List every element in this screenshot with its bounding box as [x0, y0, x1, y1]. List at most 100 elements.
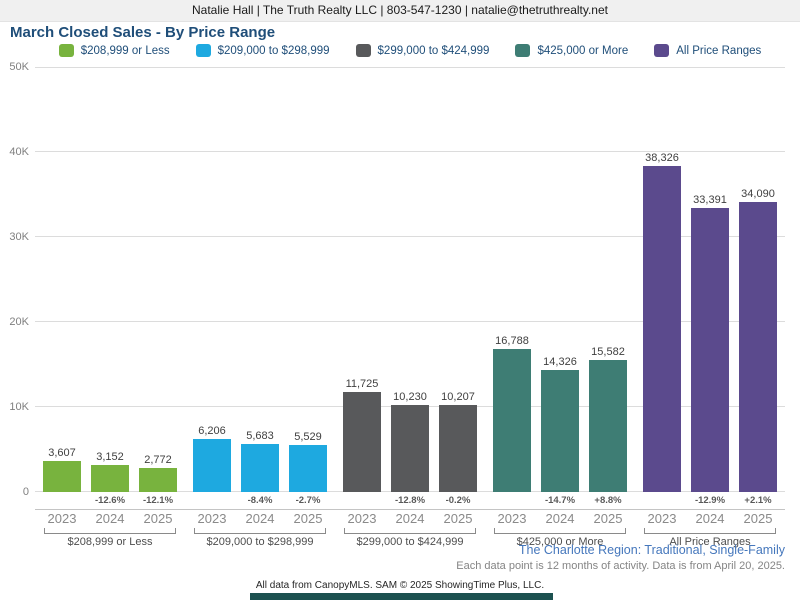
bar-value-label: 5,683 — [246, 430, 274, 442]
legend-swatch — [515, 44, 531, 57]
legend-swatch — [195, 44, 211, 57]
legend-label: $209,000 to $298,999 — [217, 44, 330, 57]
bar-group: 38,326 33,391 34,090 — [635, 67, 785, 492]
y-axis-tick-label: 40K — [9, 146, 29, 158]
pct-change-label: -0.2% — [445, 495, 471, 506]
bar — [691, 208, 729, 492]
gridline — [35, 151, 785, 152]
bar-value-label: 5,529 — [294, 431, 322, 443]
legend-swatch — [58, 44, 74, 57]
axis-group: 2023 -12.8% 2024 -0.2% 2025 $299,000 to $424,… — [335, 492, 485, 554]
year-label: 2023 — [47, 511, 77, 526]
bar — [643, 166, 681, 492]
y-axis-tick-label: 0 — [22, 486, 29, 498]
legend-item: $425,000 or More — [515, 44, 628, 57]
year-label: 2024 — [545, 511, 575, 526]
pct-change-label: +2.1% — [744, 495, 772, 506]
legend-label: $425,000 or More — [537, 44, 629, 57]
bar — [589, 360, 627, 492]
year-label: 2025 — [293, 511, 323, 526]
group-bracket — [44, 528, 176, 534]
bar-value-label: 10,230 — [393, 391, 427, 403]
legend-swatch — [355, 44, 371, 57]
bar-value-label: 11,725 — [345, 378, 379, 390]
pct-change-label: -8.4% — [247, 495, 273, 506]
bar-group: 16,788 14,326 15,582 — [485, 67, 635, 492]
bar-value-label: 3,152 — [96, 451, 124, 463]
chart-legend: $208,999 or Less $209,000 to $298,999 $299… — [35, 44, 785, 57]
legend-item: $299,000 to $424,999 — [355, 44, 490, 57]
bar — [43, 461, 81, 492]
bar — [391, 405, 429, 492]
contact-header: Natalie Hall | The Truth Realty LLC | 80… — [0, 0, 800, 22]
bar — [343, 392, 381, 492]
x-axis-labels-area: 2023 -12.6% 2024 -12.1% 2025 $208,999 or Less… — [35, 492, 785, 554]
y-axis-tick-label: 30K — [9, 231, 29, 243]
year-label: 2024 — [395, 511, 425, 526]
bar-group: 3,607 3,152 2,772 — [35, 67, 185, 492]
chart-plot-area: 3,607 3,152 2,772 6,206 5,683 5,529 11,725 10,2… — [35, 67, 785, 492]
region-footnote: The Charlotte Region: Traditional, Singl… — [518, 543, 785, 557]
bar-value-label: 6,206 — [198, 425, 226, 437]
bar-value-label: 16,788 — [495, 335, 529, 347]
legend-label: $299,000 to $424,999 — [377, 44, 490, 57]
year-label: 2024 — [245, 511, 275, 526]
bar-value-label: 15,582 — [591, 346, 625, 358]
bar — [541, 370, 579, 492]
legend-item: $209,000 to $298,999 — [195, 44, 330, 57]
year-label: 2023 — [197, 511, 227, 526]
year-label: 2025 — [143, 511, 173, 526]
price-range-label: $299,000 to $424,999 — [356, 536, 464, 548]
pct-change-label: -12.6% — [94, 495, 126, 506]
year-label: 2025 — [593, 511, 623, 526]
bar-value-label: 14,326 — [543, 356, 577, 368]
axis-group: 2023 -12.6% 2024 -12.1% 2025 $208,999 or Less — [35, 492, 185, 554]
gridline — [35, 67, 785, 68]
pct-change-label: -14.7% — [544, 495, 576, 506]
pct-change-label: -12.8% — [394, 495, 426, 506]
legend-item: All Price Ranges — [654, 44, 761, 57]
data-date-footnote: Each data point is 12 months of activity… — [456, 560, 785, 572]
bar-value-label: 33,391 — [693, 194, 727, 206]
year-label: 2023 — [347, 511, 377, 526]
year-label: 2025 — [443, 511, 473, 526]
bar-value-label: 3,607 — [48, 447, 76, 459]
year-label: 2024 — [695, 511, 725, 526]
y-axis: 0 10K 20K 30K 40K 50K — [0, 61, 29, 498]
bar-group: 11,725 10,230 10,207 — [335, 67, 485, 492]
pct-change-label: -12.9% — [694, 495, 726, 506]
copyright-footnote: All data from CanopyMLS. SAM © 2025 Show… — [255, 580, 545, 591]
bar — [739, 202, 777, 492]
legend-item: $208,999 or Less — [58, 44, 170, 57]
group-bracket — [194, 528, 326, 534]
price-range-label: All Price Ranges — [669, 536, 751, 548]
gridline — [35, 321, 785, 322]
axis-group: 2023 -8.4% 2024 -2.7% 2025 $209,000 to $298,9… — [185, 492, 335, 554]
bar-value-label: 34,090 — [741, 188, 775, 200]
bar-group: 6,206 5,683 5,529 — [185, 67, 335, 492]
pct-change-label: -12.1% — [142, 495, 174, 506]
legend-label: All Price Ranges — [676, 44, 762, 57]
year-label: 2023 — [647, 511, 677, 526]
brand-bar — [250, 593, 553, 600]
bar-value-label: 10,207 — [441, 391, 475, 403]
bar — [493, 349, 531, 492]
x-axis-separator — [35, 509, 785, 510]
bar — [139, 468, 177, 492]
pct-change-label: +8.8% — [594, 495, 622, 506]
bar-value-label: 38,326 — [645, 152, 679, 164]
bar — [241, 444, 279, 492]
gridline — [35, 236, 785, 237]
pct-change-label: -2.7% — [295, 495, 321, 506]
axis-group: 2023 -12.9% 2024 +2.1% 2025 All Price Ranges — [635, 492, 785, 554]
y-axis-tick-label: 10K — [9, 401, 29, 413]
price-range-label: $425,000 or More — [516, 536, 604, 548]
group-bracket — [344, 528, 476, 534]
y-axis-tick-label: 50K — [9, 61, 29, 73]
price-range-label: $208,999 or Less — [67, 536, 153, 548]
price-range-label: $209,000 to $298,999 — [206, 536, 314, 548]
legend-swatch — [654, 44, 670, 57]
bar — [193, 439, 231, 492]
y-axis-tick-label: 20K — [9, 316, 29, 328]
